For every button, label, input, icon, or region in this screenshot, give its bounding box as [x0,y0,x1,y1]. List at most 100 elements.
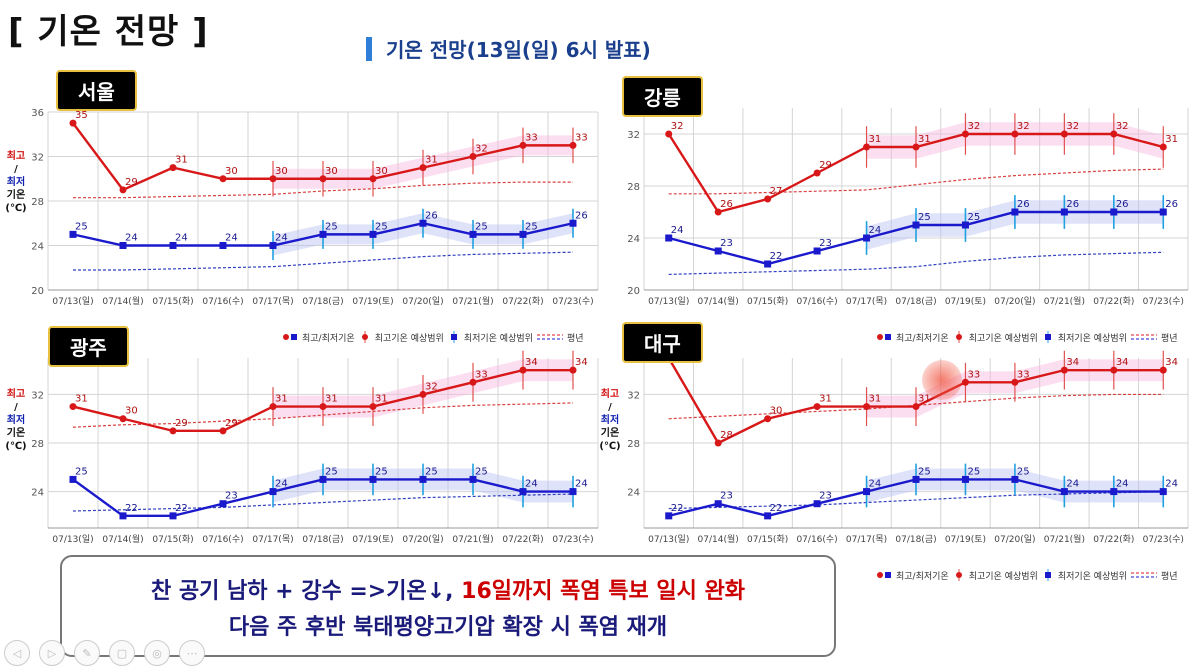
more-options-button[interactable]: ⋯ [179,640,205,666]
max-temp-label: 29 [175,418,188,429]
chart-daegu-svg: 24 28 32 07/13(일) 07/14(월) 07/15(화) 07/16(수) 07… [627,345,1189,545]
min-temp-label: 25 [967,466,980,477]
x-tick-label: 07/22(화) [502,296,543,307]
max-temp-label: 31 [869,394,882,405]
min-temp-point [369,475,377,483]
legend: 최고/최저기온 최고기온 예상범위 최저기온 예상범위 평년 [876,330,1178,344]
min-temp-label: 24 [175,233,188,244]
max-temp-label: 31 [175,155,188,166]
max-temp-label: 27 [770,186,783,197]
max-temp-label: 31 [918,394,931,405]
chart-gwangju: 24 28 32 07/13(일) 07/14(월) 07/15(화) 07/16(수) 07… [0,322,600,550]
x-tick-label: 07/18(금) [895,296,936,307]
min-temp-label: 24 [1116,479,1129,490]
x-tick-label: 07/18(금) [302,534,343,545]
min-temp-label: 26 [1017,199,1030,210]
min-temp-label: 26 [1165,199,1178,210]
x-tick-label: 07/20(일) [402,534,443,545]
min-temp-label: 25 [967,212,980,223]
forecast-subtitle: 기온 전망(13일(일) 6시 발표) [366,34,651,63]
chart-seoul-svg: 20 24 28 32 36 07/13(일) 07/14(월) 07/15(화) 07/16(… [31,108,599,307]
min-temp-point [219,500,227,508]
max-temp-point [714,439,722,447]
y-axis-label: 최고 / 최저 기온 (℃) [5,151,27,214]
min-temp-label: 25 [918,466,931,477]
min-temp-point [961,475,969,483]
y-tick-label: 32 [31,390,44,401]
min-temp-label: 23 [225,491,238,502]
min-temp-point [813,500,821,508]
x-tick-label: 07/18(금) [302,296,343,307]
slides-view-button[interactable]: ▢ [109,640,135,666]
chart-gangneung: 20 24 28 32 07/13(일) 07/14(월) 07/15(화) 07/16(수)… [596,68,1192,312]
max-temp-label: 34 [1165,357,1178,368]
min-temp-point [764,260,772,268]
max-temp-point [519,141,527,149]
min-temp-point [764,512,772,520]
min-temp-label: 24 [575,479,588,490]
max-temp-point [269,403,277,411]
y-tick-label: 24 [31,242,44,253]
next-slide-button[interactable]: ▷ [39,640,65,666]
min-temp-label: 25 [325,466,338,477]
min-temp-point [714,500,722,508]
prev-slide-button[interactable]: ◁ [4,640,30,666]
city-label-gwangju: 광주 [48,326,129,367]
max-temp-point [219,175,227,183]
min-temp-point [319,475,327,483]
legend-normal: 평년 [1160,333,1178,344]
min-temp-label: 24 [869,225,882,236]
max-temp-point [169,164,177,172]
max-temp-label: 32 [967,121,980,132]
x-tick-label: 07/19(토) [352,535,393,545]
min-temp-point [714,247,722,255]
max-temp-label: 29 [819,160,832,171]
min-temp-point [369,230,377,238]
min-temp-label: 25 [375,466,388,477]
max-temp-label: 31 [375,394,388,405]
max-temp-label: 32 [671,121,684,132]
chart-daegu: 24 28 32 07/13(일) 07/14(월) 07/15(화) 07/16(수) 07… [596,322,1192,550]
max-temp-point [319,175,327,183]
min-temp-label: 24 [525,479,538,490]
y-tick-label: 28 [31,439,44,450]
max-temp-point [119,186,127,194]
min-temp-point [569,219,577,227]
max-temp-point [764,195,772,203]
max-temp-point [912,403,920,411]
x-tick-label: 07/16(수) [202,534,243,545]
x-tick-label: 07/18(금) [895,534,936,545]
x-tick-label: 07/16(수) [796,534,837,545]
min-temp-label: 26 [1116,199,1129,210]
summary-line-2: 다음 주 후반 북태평양고기압 확장 시 폭염 재개 [228,615,668,640]
min-temp-label: 25 [1017,466,1030,477]
min-temp-label: 25 [375,221,388,232]
y-tick-label: 36 [31,108,44,119]
y-axis-label: 최고 / 최저 기온 (℃) [599,389,621,452]
legend-normal: 평년 [1160,571,1178,582]
legend-hi-range: 최고기온 예상범위 [968,333,1038,344]
max-temp-point [69,119,77,127]
max-temp-label: 28 [720,430,733,441]
legend-hi-range: 최고기온 예상범위 [968,571,1038,582]
max-temp-point [569,141,577,149]
y-tick-label: 20 [31,286,44,297]
min-temp-label: 26 [425,210,438,221]
min-temp-point [1060,488,1068,496]
x-tick-label: 07/23(수) [552,534,593,545]
city-label-seoul: 서울 [56,70,137,111]
pen-tool-button[interactable]: ✎ [74,640,100,666]
x-tick-label: 07/15(화) [152,296,193,307]
max-temp-point [1110,130,1118,138]
max-temp-label: 35 [75,110,88,121]
max-temp-point [119,415,127,423]
max-temp-point [219,427,227,435]
x-tick-label: 07/17(목) [252,296,293,307]
x-tick-label: 07/21(월) [452,533,493,545]
legend-minmax: 최고/최저기온 [896,333,949,344]
x-tick-label: 07/20(일) [994,296,1035,307]
max-temp-point [369,403,377,411]
max-temp-point [665,130,673,138]
normal-min-line [668,251,1164,275]
zoom-button[interactable]: ◎ [144,640,170,666]
